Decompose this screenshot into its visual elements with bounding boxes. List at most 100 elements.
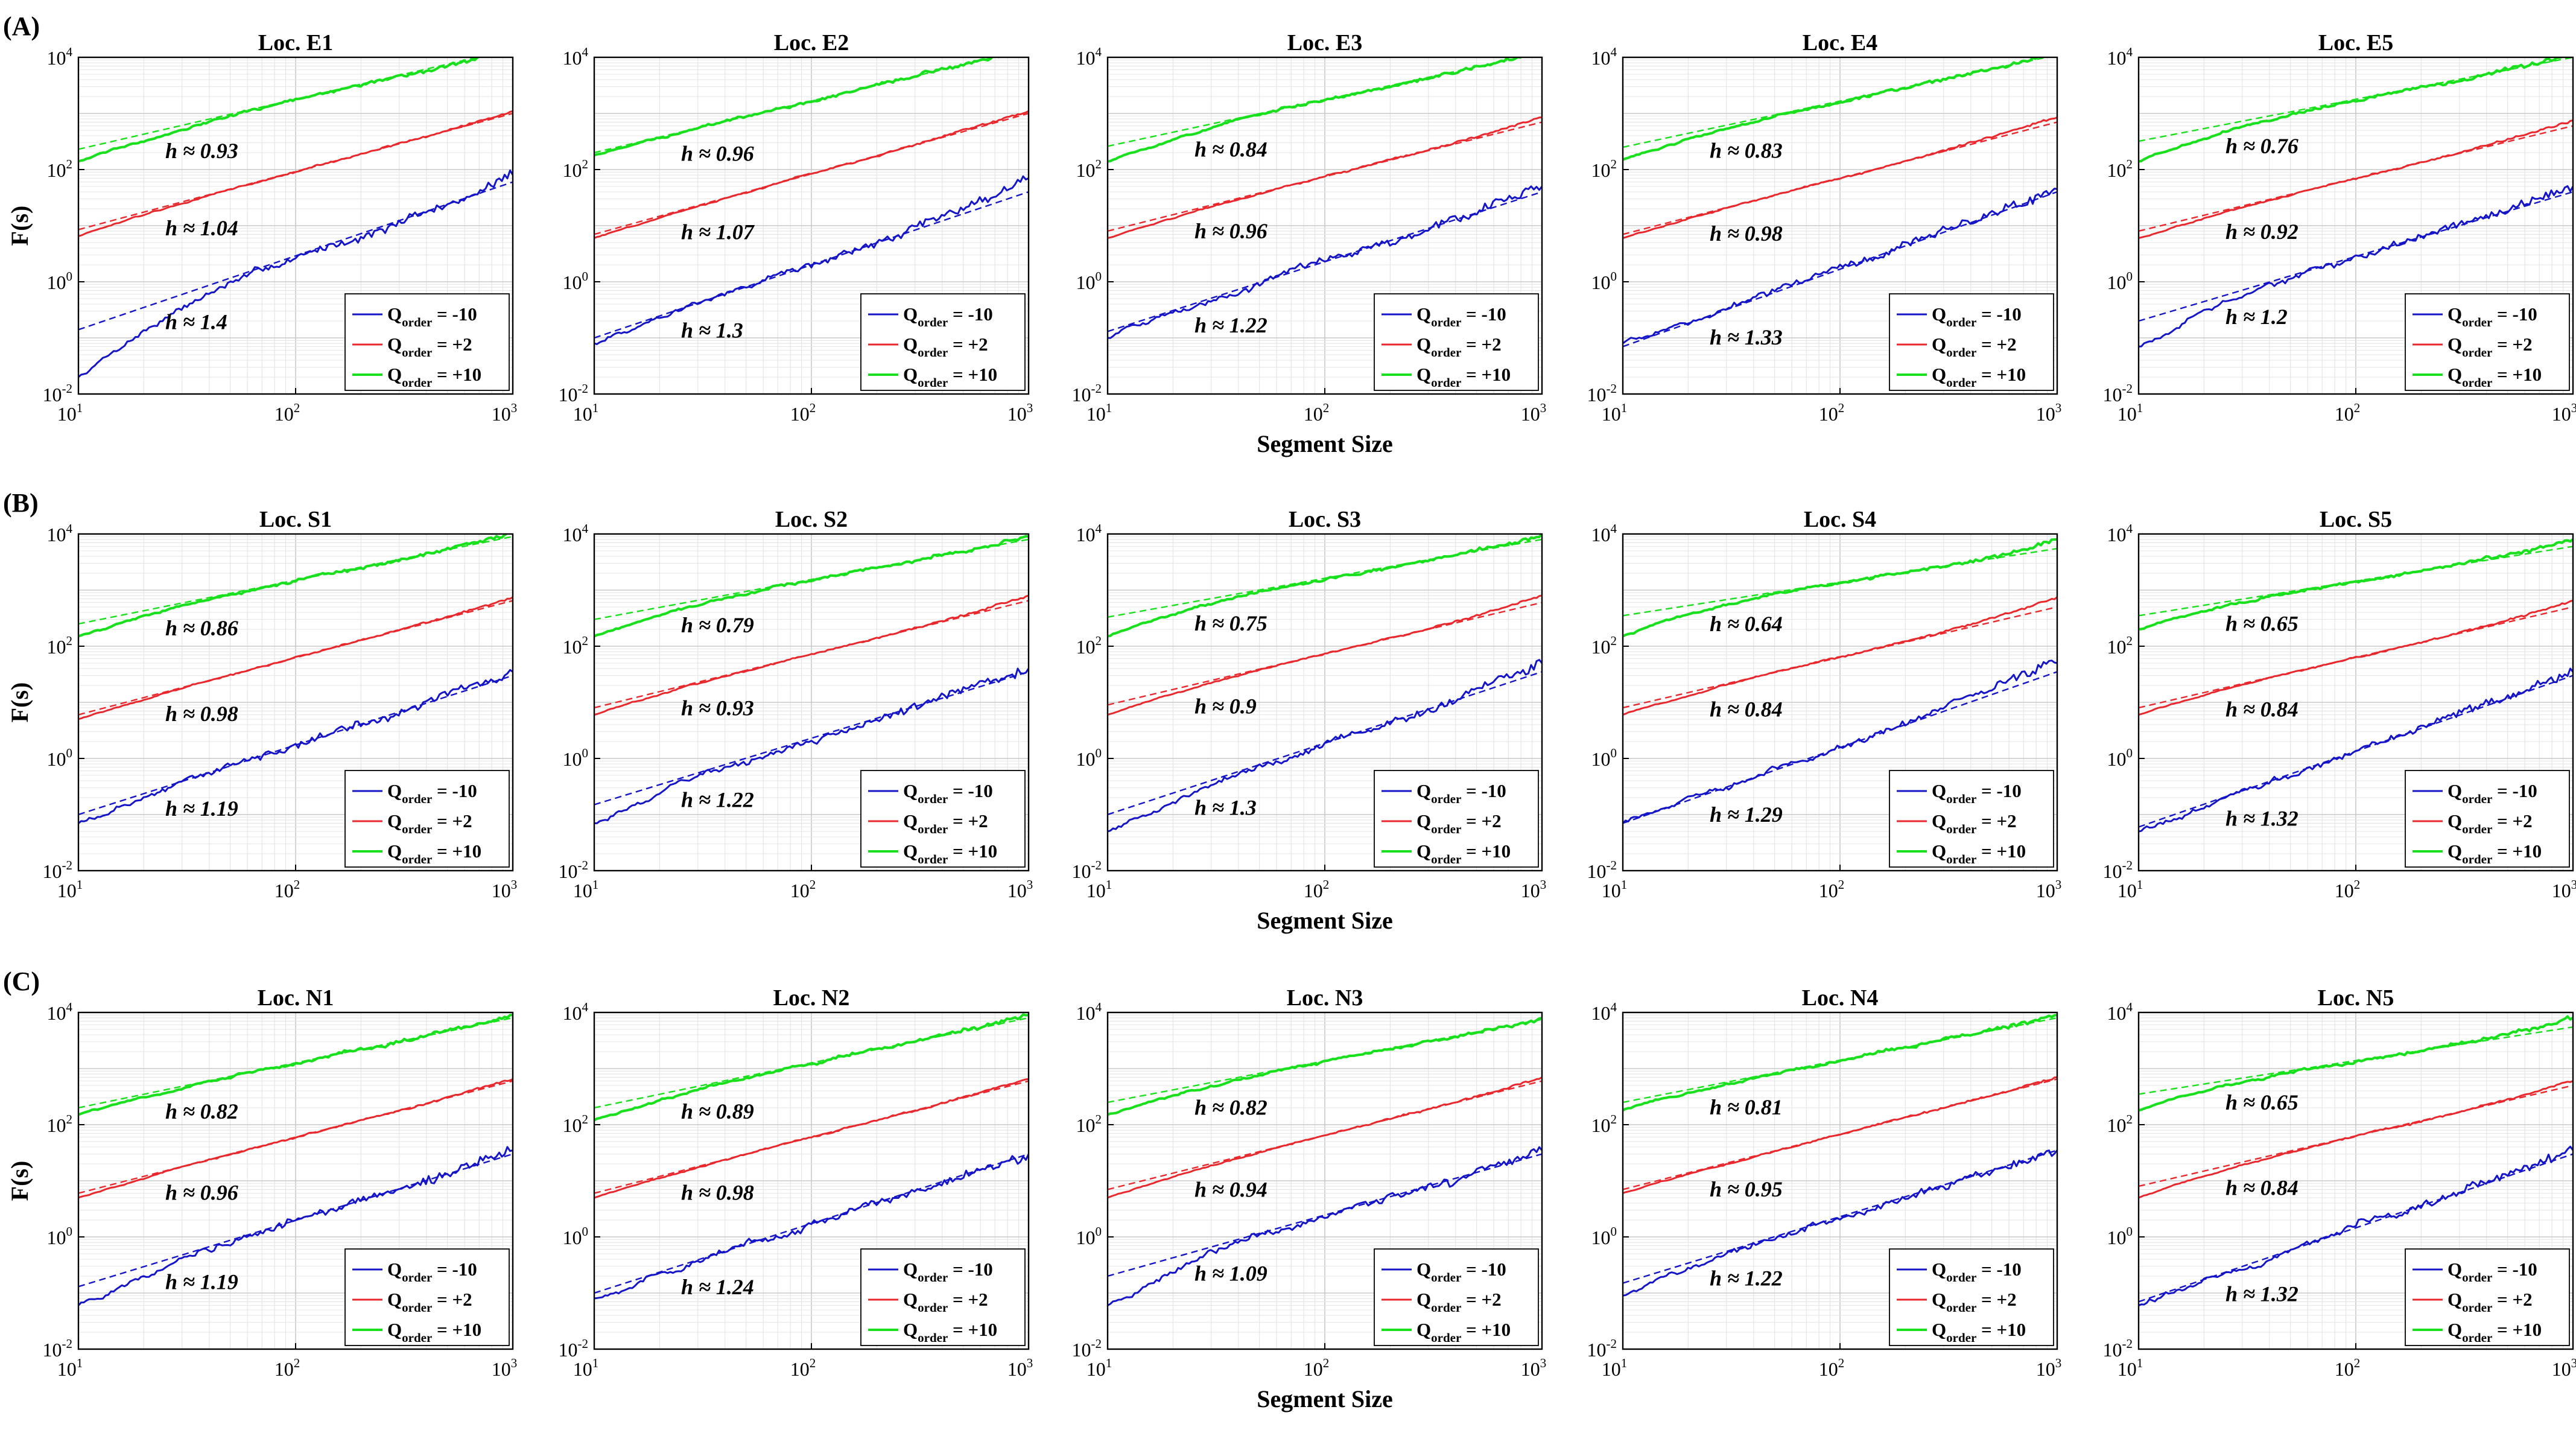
series-group [1108, 57, 1542, 339]
h-label-q_plus2: h ≈ 0.92 [2225, 220, 2298, 244]
y-tick-label: 104 [2107, 521, 2133, 545]
series-group [1623, 57, 2057, 348]
x-tick-label: 102 [1304, 401, 1330, 425]
h-label-q_plus2: h ≈ 0.9 [1194, 694, 1257, 718]
h-label-q_plus2: h ≈ 0.98 [1710, 221, 1783, 246]
legend-label: Qorder = +2 [387, 334, 472, 360]
subplot-loc-n4: h ≈ 1.22 h ≈ 0.95 h ≈ 0.81 101 102 103 10-2 100… [1587, 985, 2062, 1380]
fit-line-q_minus10 [1623, 671, 2057, 824]
legend: Qorder = -10 Qorder = +2 Qorder = +10 [2405, 770, 2570, 868]
y-tick-label: 100 [47, 269, 73, 293]
h-label-q_plus2: h ≈ 0.84 [2225, 697, 2298, 722]
subplot-title: Loc. N3 [1287, 985, 1363, 1011]
y-tick-label: 10-2 [559, 858, 589, 882]
h-label-q_minus10: h ≈ 1.22 [1194, 313, 1267, 337]
series-group [1623, 1014, 2057, 1297]
y-tick-label: 100 [2107, 746, 2133, 770]
legend-label: Qorder = +10 [2448, 840, 2542, 866]
h-label-q_plus10: h ≈ 0.82 [1194, 1096, 1267, 1120]
y-axis-label: F(s) [6, 682, 33, 723]
series-line-q_plus2 [1623, 116, 2057, 240]
subplot-loc-e2: h ≈ 1.3 h ≈ 1.07 h ≈ 0.96 101 102 103 10-2 100 1… [559, 30, 1033, 425]
h-label-q_minus10: h ≈ 1.32 [2225, 806, 2298, 830]
x-tick-label: 102 [790, 401, 816, 425]
fit-line-q_plus2 [1108, 602, 1542, 706]
legend-label: Qorder = -10 [903, 780, 993, 806]
y-tick-label: 10-2 [43, 381, 73, 405]
y-tick-label: 104 [563, 521, 589, 545]
panel-label: (B) [3, 488, 39, 518]
legend-label: Qorder = +10 [2448, 1319, 2542, 1345]
y-tick-label: 102 [2107, 157, 2133, 181]
series-group [1108, 534, 1542, 833]
y-tick-label: 102 [563, 1112, 589, 1136]
y-tick-label: 104 [563, 1000, 589, 1024]
x-tick-label: 101 [573, 877, 599, 901]
h-label-q_plus10: h ≈ 0.65 [2225, 611, 2298, 635]
legend: Qorder = -10 Qorder = +2 Qorder = +10 [344, 770, 510, 868]
x-tick-label: 103 [492, 877, 518, 901]
x-tick-label: 102 [1819, 1356, 1845, 1380]
subplot-title: Loc. N2 [773, 985, 850, 1011]
y-tick-label: 104 [1591, 521, 1617, 545]
fit-line-q_minus10 [78, 181, 513, 331]
x-tick-label: 101 [1087, 877, 1112, 901]
x-tick-label: 102 [1304, 1356, 1330, 1380]
fit-line-q_plus10 [1623, 57, 2050, 148]
y-tick-label: 102 [563, 157, 589, 181]
legend: Qorder = -10 Qorder = +2 Qorder = +10 [344, 293, 510, 391]
h-label-q_minus10: h ≈ 1.19 [165, 796, 238, 821]
h-label-q_plus10: h ≈ 0.76 [2225, 134, 2298, 158]
legend-label: Qorder = +2 [2448, 334, 2533, 360]
legend: Qorder = -10 Qorder = +2 Qorder = +10 [2405, 293, 2570, 391]
h-label-q_plus10: h ≈ 0.81 [1710, 1095, 1783, 1119]
x-tick-label: 103 [2552, 877, 2576, 901]
x-tick-label: 101 [573, 1356, 599, 1380]
y-tick-label: 104 [47, 521, 73, 545]
fit-line-q_plus10 [594, 57, 998, 154]
y-tick-label: 100 [1591, 269, 1617, 293]
x-axis-label: Segment Size [1257, 1385, 1393, 1412]
legend: Qorder = -10 Qorder = +2 Qorder = +10 [344, 1248, 510, 1346]
legend-label: Qorder = +2 [1416, 1289, 1502, 1315]
y-axis-label: F(s) [6, 206, 33, 246]
h-label-q_plus2: h ≈ 0.95 [1710, 1177, 1783, 1201]
legend: Qorder = -10 Qorder = +2 Qorder = +10 [2405, 1248, 2570, 1346]
y-tick-label: 100 [2107, 1224, 2133, 1248]
x-tick-label: 102 [274, 877, 300, 901]
series-line-q_minus10 [78, 169, 513, 378]
legend-label: Qorder = -10 [2448, 1259, 2537, 1285]
x-tick-label: 101 [57, 401, 83, 425]
fit-line-q_plus2 [78, 600, 513, 716]
y-tick-label: 104 [563, 45, 589, 69]
fit-line-q_minus10 [594, 191, 1029, 339]
h-label-q_plus2: h ≈ 0.94 [1194, 1177, 1267, 1201]
y-tick-label: 10-2 [559, 381, 589, 405]
y-tick-label: 102 [2107, 1112, 2133, 1136]
h-label-q_minus10: h ≈ 1.09 [1194, 1262, 1267, 1286]
legend-label: Qorder = -10 [903, 1259, 993, 1285]
subplot-loc-e4: h ≈ 1.33 h ≈ 0.98 h ≈ 0.83 101 102 103 10-2 100… [1587, 30, 2062, 425]
x-tick-label: 102 [274, 401, 300, 425]
series-line-q_plus10 [78, 534, 513, 638]
x-tick-label: 102 [274, 1356, 300, 1380]
legend-label: Qorder = -10 [387, 1259, 477, 1285]
legend-label: Qorder = -10 [387, 780, 477, 806]
y-tick-label: 100 [563, 269, 589, 293]
subplot-title: Loc. E4 [1803, 30, 1878, 56]
h-label-q_minus10: h ≈ 1.33 [1710, 325, 1783, 349]
x-tick-label: 103 [1007, 1356, 1033, 1380]
legend-label: Qorder = +10 [903, 364, 997, 390]
y-tick-label: 104 [1076, 521, 1102, 545]
y-tick-label: 102 [1591, 634, 1617, 658]
h-label-q_minus10: h ≈ 1.2 [2225, 305, 2288, 329]
y-tick-label: 10-2 [2103, 381, 2133, 405]
h-label-q_plus10: h ≈ 0.84 [1194, 137, 1267, 161]
series-line-q_minus10 [594, 175, 1029, 345]
fit-line-q_plus2 [594, 112, 1029, 235]
legend-label: Qorder = -10 [903, 303, 993, 329]
legend-label: Qorder = +10 [1416, 1319, 1511, 1345]
subplot-title: Loc. S2 [775, 507, 848, 532]
series-line-q_minus10 [594, 1153, 1029, 1300]
subplot-loc-n5: h ≈ 1.32 h ≈ 0.84 h ≈ 0.65 101 102 103 10-2 100… [2103, 985, 2576, 1380]
